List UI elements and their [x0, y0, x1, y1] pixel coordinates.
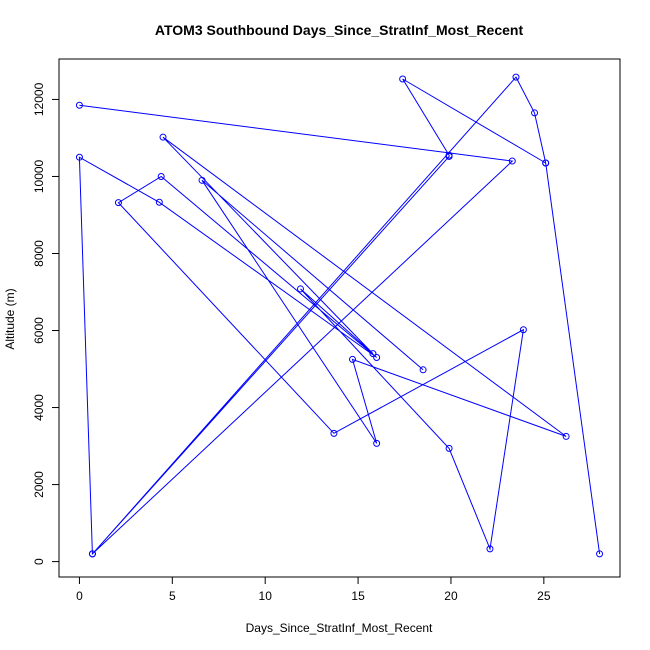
- data-point: [159, 133, 167, 141]
- y-tick-label: 12000: [32, 82, 46, 116]
- chart-title: ATOM3 Southbound Days_Since_StratInf_Mos…: [155, 22, 524, 38]
- x-tick-label: 10: [259, 589, 273, 603]
- y-axis: 0 2000 4000 6000 8000 10000 12000: [32, 82, 59, 565]
- data-point: [373, 439, 381, 447]
- data-point: [349, 355, 357, 363]
- data-point: [198, 176, 206, 184]
- data-point: [75, 101, 83, 109]
- x-axis: 0 5 10 15 20 25: [76, 577, 551, 603]
- data-point: [157, 172, 165, 180]
- data-point: [512, 73, 520, 81]
- data-point: [75, 153, 83, 161]
- data-point: [88, 550, 96, 558]
- x-tick-label: 0: [76, 589, 83, 603]
- data-point: [445, 152, 453, 160]
- data-point: [373, 353, 381, 361]
- data-point: [445, 444, 453, 452]
- x-tick-label: 5: [169, 589, 176, 603]
- data-point: [486, 545, 494, 553]
- plot-area: [75, 73, 604, 558]
- data-point: [155, 198, 163, 206]
- y-tick-label: 8000: [32, 240, 46, 267]
- plot-frame: [58, 58, 621, 578]
- x-tick-label: 15: [351, 589, 365, 603]
- y-tick-label: 10000: [32, 159, 46, 193]
- x-tick-label: 20: [444, 589, 458, 603]
- data-point: [114, 199, 122, 207]
- data-point: [296, 285, 304, 293]
- data-point: [542, 159, 550, 167]
- x-axis-label: Days_Since_StratInf_Most_Recent: [246, 621, 433, 635]
- y-tick-label: 6000: [32, 317, 46, 344]
- data-point: [419, 366, 427, 374]
- data-point: [596, 550, 604, 558]
- y-tick-label: 2000: [32, 471, 46, 498]
- data-point: [519, 326, 527, 334]
- y-axis-label: Altitude (m): [3, 288, 17, 349]
- series-line: [78, 76, 601, 556]
- data-point: [330, 429, 338, 437]
- data-point: [531, 109, 539, 117]
- data-point: [369, 350, 377, 358]
- y-tick-label: 0: [32, 558, 46, 565]
- data-point: [399, 75, 407, 83]
- data-point: [562, 432, 570, 440]
- y-tick-label: 4000: [32, 394, 46, 421]
- data-point: [508, 157, 516, 165]
- x-tick-label: 25: [537, 589, 551, 603]
